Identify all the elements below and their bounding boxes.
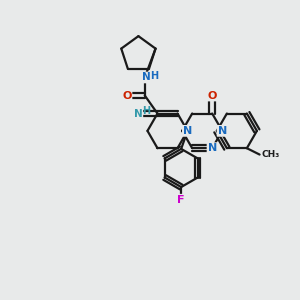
Text: H: H [142, 106, 150, 116]
Text: N: N [208, 143, 217, 153]
Text: O: O [122, 91, 131, 100]
Text: N: N [218, 126, 227, 136]
Text: N: N [142, 73, 151, 82]
Text: N: N [134, 109, 142, 118]
Text: CH₃: CH₃ [261, 150, 279, 159]
Text: O: O [208, 91, 217, 100]
Text: F: F [177, 195, 185, 205]
Text: H: H [150, 71, 159, 81]
Text: N: N [183, 126, 192, 136]
